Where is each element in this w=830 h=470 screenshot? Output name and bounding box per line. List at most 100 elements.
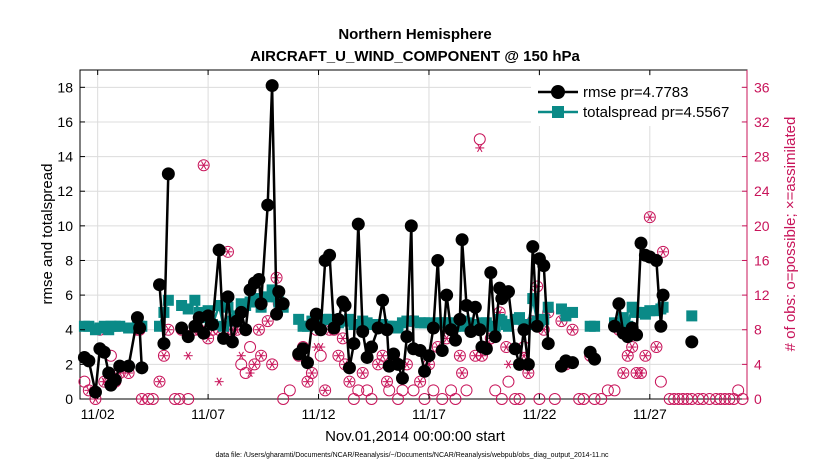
y-tick-label: 8: [65, 252, 73, 268]
obs-possible-point: [352, 384, 365, 397]
y2-tick-label: 12: [754, 287, 770, 303]
rmse-point: [612, 297, 626, 311]
totalspread-point: [527, 293, 539, 305]
y2-tick-label: 32: [754, 114, 770, 130]
obs-possible-point: [608, 384, 621, 397]
obs-possible-point: [489, 384, 502, 397]
obs-assimilated-point: [378, 351, 388, 360]
rmse-point: [649, 253, 663, 267]
obs-possible-point: [343, 375, 356, 388]
obs-possible-point: [533, 393, 546, 405]
obs-possible-point: [654, 375, 667, 388]
y2-tick-label: 28: [754, 149, 770, 165]
rmse-point: [181, 330, 195, 344]
obs-possible-point: [676, 393, 689, 405]
obs-possible-point: [449, 393, 462, 405]
rmse-point: [607, 319, 621, 333]
rmse-point: [422, 349, 436, 363]
rmse-point: [517, 323, 531, 337]
rmse-point: [530, 319, 544, 333]
totalspread-point: [189, 294, 201, 306]
legend: rmse pr=4.7783 totalspread pr=4.5567: [531, 76, 741, 126]
rmse-point: [323, 248, 337, 262]
obs-possible-point: [696, 393, 709, 405]
obs-possible-point: [157, 349, 170, 362]
obs-assimilated-point: [344, 377, 354, 386]
obs-possible-point: [513, 393, 526, 405]
obs-possible-point: [283, 384, 296, 397]
y2-tick-label: 16: [754, 252, 770, 268]
obs-possible-point: [277, 393, 290, 405]
rmse-point: [484, 266, 498, 280]
obs-possible-point: [248, 358, 261, 371]
obs-assimilated-point: [503, 360, 513, 369]
obs-possible-point: [436, 393, 449, 405]
totalspread-point: [262, 291, 274, 303]
obs-assimilated-point: [623, 351, 633, 360]
totalspread-point: [162, 294, 174, 306]
y2-tick-label: 4: [754, 356, 762, 372]
obs-assimilated-point: [627, 342, 637, 352]
rmse-point: [270, 307, 284, 321]
x-tick-label: 11/22: [522, 406, 556, 422]
rmse-point: [453, 312, 467, 326]
obs-possible-point: [266, 358, 279, 371]
rmse-point: [479, 342, 493, 356]
rmse-point: [122, 359, 136, 373]
y2-tick-label: 0: [754, 391, 762, 407]
x-axis: 11/02 11/07 11/12 11/17 11/22 11/27: [81, 70, 667, 422]
rmse-point: [206, 318, 220, 332]
y-tick-label: 0: [65, 391, 73, 407]
rmse-point: [440, 288, 454, 302]
obs-assimilated-point: [254, 325, 264, 334]
rmse-point: [338, 298, 352, 312]
rmse-point: [431, 253, 445, 267]
obs-assimilated-point: [302, 377, 312, 386]
obs-assimilated-point: [618, 368, 628, 378]
x-axis-label: Nov.01,2014 00:00:00 start: [325, 428, 506, 445]
obs-possible-point: [595, 393, 608, 405]
obs-assimilated-point: [263, 316, 273, 326]
rmse-point: [418, 364, 432, 378]
rmse-point: [656, 288, 670, 302]
obs-possible-point: [319, 384, 332, 397]
rmse-point: [212, 243, 226, 257]
rmse-point: [380, 323, 394, 337]
obs-possible-point: [456, 367, 469, 380]
legend-marker-totalspread: [552, 106, 564, 118]
rmse-point: [537, 259, 551, 273]
obs-possible-point: [672, 393, 685, 405]
obs-possible-point: [197, 159, 210, 172]
totalspread-point: [366, 319, 378, 331]
y-tick-label: 4: [65, 322, 73, 338]
rmse-point: [133, 321, 147, 335]
rmse-point: [300, 356, 314, 370]
totalspread-point: [266, 284, 278, 296]
totalspread-point: [213, 299, 225, 311]
rmse-point: [254, 297, 268, 311]
y2-tick-label: 36: [754, 79, 770, 95]
obs-assimilated-point: [316, 342, 326, 352]
rmse-point: [108, 373, 122, 387]
rmse-point: [391, 357, 405, 371]
obs-assimilated-point: [645, 213, 655, 222]
obs-possible-point: [617, 367, 630, 380]
obs-assimilated-point: [249, 360, 259, 369]
obs-assimilated-point: [267, 360, 277, 369]
totalspread-point: [502, 320, 514, 332]
obs-possible-point: [657, 245, 670, 258]
y-tick-label: 18: [57, 79, 73, 95]
rmse-point: [331, 312, 345, 326]
rmse-point: [351, 217, 365, 231]
obs-assimilated-point: [155, 377, 165, 386]
obs-assimilated-point: [159, 351, 169, 360]
rmse-point: [130, 311, 144, 325]
obs-possible-point: [414, 375, 427, 388]
obs-assimilated-point: [415, 377, 425, 386]
obs-possible-point: [548, 393, 561, 405]
rmse-point: [365, 340, 379, 354]
rmse-point: [97, 345, 111, 359]
rmse-point: [404, 219, 418, 233]
rmse-point: [468, 300, 482, 314]
obs-assimilated-point: [658, 247, 668, 256]
